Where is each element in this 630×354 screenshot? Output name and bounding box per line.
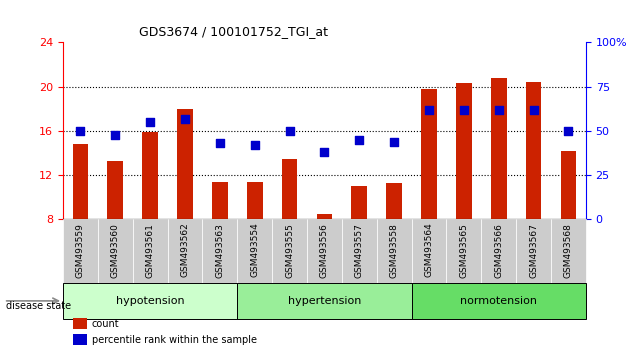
- Text: GSM493556: GSM493556: [320, 223, 329, 278]
- Bar: [282, 159, 297, 219]
- Bar: [561, 151, 576, 219]
- Point: [319, 149, 329, 155]
- Bar: [317, 214, 332, 219]
- Bar: [74, 334, 86, 346]
- Text: percentile rank within the sample: percentile rank within the sample: [92, 335, 257, 345]
- FancyBboxPatch shape: [238, 283, 411, 319]
- Text: GSM493563: GSM493563: [215, 223, 224, 278]
- Text: disease state: disease state: [6, 301, 71, 311]
- Bar: [352, 186, 367, 219]
- Text: GSM493554: GSM493554: [250, 223, 259, 278]
- Bar: [526, 82, 541, 219]
- Text: normotension: normotension: [461, 296, 537, 306]
- Bar: [108, 161, 123, 219]
- Point: [285, 128, 295, 134]
- FancyBboxPatch shape: [63, 219, 98, 283]
- Point: [563, 128, 573, 134]
- FancyBboxPatch shape: [238, 219, 272, 283]
- Point: [389, 139, 399, 144]
- Text: GSM493561: GSM493561: [146, 223, 154, 278]
- FancyBboxPatch shape: [98, 219, 133, 283]
- Point: [180, 116, 190, 121]
- FancyBboxPatch shape: [168, 219, 202, 283]
- Bar: [212, 182, 227, 219]
- Text: GSM493566: GSM493566: [495, 223, 503, 278]
- FancyBboxPatch shape: [272, 219, 307, 283]
- Text: GSM493559: GSM493559: [76, 223, 85, 278]
- Text: GSM493567: GSM493567: [529, 223, 538, 278]
- Bar: [72, 144, 88, 219]
- Text: GSM493560: GSM493560: [111, 223, 120, 278]
- Text: GSM493568: GSM493568: [564, 223, 573, 278]
- Point: [249, 142, 260, 148]
- Text: GSM493557: GSM493557: [355, 223, 364, 278]
- Bar: [456, 84, 472, 219]
- Bar: [386, 183, 402, 219]
- Point: [529, 107, 539, 113]
- Text: GSM493558: GSM493558: [390, 223, 399, 278]
- Text: GSM493562: GSM493562: [181, 223, 190, 278]
- Point: [145, 119, 155, 125]
- Text: GDS3674 / 100101752_TGI_at: GDS3674 / 100101752_TGI_at: [139, 25, 328, 38]
- FancyBboxPatch shape: [447, 219, 481, 283]
- FancyBboxPatch shape: [133, 219, 168, 283]
- Text: GSM493564: GSM493564: [425, 223, 433, 278]
- Bar: [491, 78, 507, 219]
- Point: [459, 107, 469, 113]
- FancyBboxPatch shape: [516, 219, 551, 283]
- FancyBboxPatch shape: [202, 219, 238, 283]
- Bar: [247, 182, 263, 219]
- FancyBboxPatch shape: [377, 219, 411, 283]
- FancyBboxPatch shape: [411, 219, 447, 283]
- FancyBboxPatch shape: [551, 219, 586, 283]
- Text: GSM493555: GSM493555: [285, 223, 294, 278]
- Point: [110, 132, 120, 137]
- FancyBboxPatch shape: [481, 219, 516, 283]
- FancyBboxPatch shape: [411, 283, 586, 319]
- Point: [354, 137, 364, 143]
- FancyBboxPatch shape: [342, 219, 377, 283]
- Bar: [421, 89, 437, 219]
- Text: hypotension: hypotension: [116, 296, 185, 306]
- Bar: [74, 318, 86, 329]
- Text: hypertension: hypertension: [288, 296, 361, 306]
- Bar: [142, 132, 158, 219]
- Bar: [177, 109, 193, 219]
- Text: count: count: [92, 319, 119, 329]
- FancyBboxPatch shape: [307, 219, 342, 283]
- Point: [424, 107, 434, 113]
- Point: [494, 107, 504, 113]
- FancyBboxPatch shape: [63, 283, 238, 319]
- Text: GSM493565: GSM493565: [459, 223, 468, 278]
- Point: [215, 141, 225, 146]
- Point: [76, 128, 86, 134]
